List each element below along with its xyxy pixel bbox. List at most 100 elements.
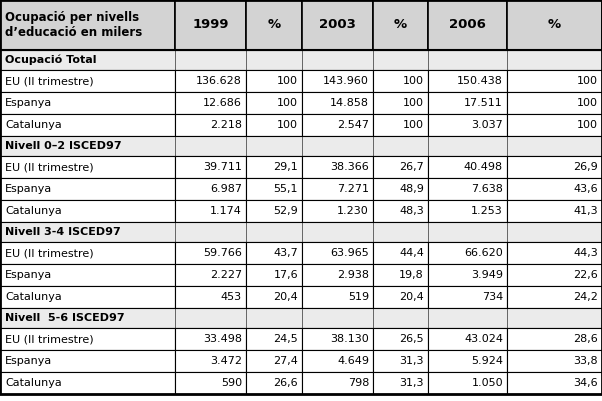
Bar [246, 0, 302, 50]
Bar [175, 264, 246, 286]
Bar [373, 328, 428, 350]
Text: 26,7: 26,7 [399, 162, 424, 172]
Text: 17,6: 17,6 [273, 270, 298, 280]
Text: EU (II trimestre): EU (II trimestre) [5, 76, 94, 86]
Bar [428, 350, 507, 372]
Text: 34,6: 34,6 [573, 378, 598, 388]
Bar [175, 350, 246, 372]
Bar [428, 242, 507, 264]
Text: 3.472: 3.472 [210, 356, 242, 366]
Bar [175, 0, 246, 50]
Text: 55,1: 55,1 [273, 184, 298, 194]
Text: Nivell 3-4 ISCED97: Nivell 3-4 ISCED97 [5, 227, 121, 237]
Text: 48,9: 48,9 [399, 184, 424, 194]
Bar [373, 350, 428, 372]
Text: 519: 519 [348, 292, 369, 302]
Text: %: % [394, 18, 407, 32]
Text: Ocupació per nivells
d’educació en milers: Ocupació per nivells d’educació en miler… [5, 11, 142, 39]
Text: 2.218: 2.218 [210, 120, 242, 130]
Text: 4.649: 4.649 [337, 356, 369, 366]
Text: 27,4: 27,4 [273, 356, 298, 366]
Text: 2.547: 2.547 [337, 120, 369, 130]
Text: 26,5: 26,5 [399, 334, 424, 344]
Text: 1.253: 1.253 [471, 206, 503, 216]
Bar [0, 92, 175, 114]
Bar [373, 286, 428, 308]
Text: 48,3: 48,3 [399, 206, 424, 216]
Bar [302, 178, 373, 200]
Bar [507, 156, 602, 178]
Bar [373, 372, 428, 394]
Bar [428, 264, 507, 286]
Bar [302, 200, 373, 222]
Bar [175, 178, 246, 200]
Text: Catalunya: Catalunya [5, 120, 62, 130]
Text: Espanya: Espanya [5, 98, 52, 108]
Bar [246, 114, 302, 136]
Bar [246, 178, 302, 200]
Bar [507, 70, 602, 92]
Bar [428, 114, 507, 136]
Bar [373, 264, 428, 286]
Bar [373, 70, 428, 92]
Bar [507, 328, 602, 350]
Text: 6.987: 6.987 [210, 184, 242, 194]
Text: 2.938: 2.938 [337, 270, 369, 280]
Bar [175, 156, 246, 178]
Bar [302, 372, 373, 394]
Bar [302, 0, 373, 50]
Text: 100: 100 [277, 98, 298, 108]
Text: Catalunya: Catalunya [5, 292, 62, 302]
Text: 66.620: 66.620 [464, 248, 503, 258]
Bar [373, 200, 428, 222]
Text: 798: 798 [347, 378, 369, 388]
Text: 100: 100 [277, 76, 298, 86]
Bar [302, 350, 373, 372]
Bar [428, 372, 507, 394]
Text: 100: 100 [277, 120, 298, 130]
Text: Ocupació Total: Ocupació Total [5, 55, 96, 65]
Bar [0, 200, 175, 222]
Bar [507, 114, 602, 136]
Text: 3.949: 3.949 [471, 270, 503, 280]
Bar [0, 136, 602, 156]
Bar [507, 286, 602, 308]
Text: 31,3: 31,3 [400, 356, 424, 366]
Text: 143.960: 143.960 [323, 76, 369, 86]
Text: 1.230: 1.230 [337, 206, 369, 216]
Text: 24,5: 24,5 [273, 334, 298, 344]
Bar [428, 0, 507, 50]
Bar [428, 92, 507, 114]
Text: 29,1: 29,1 [273, 162, 298, 172]
Text: 24,2: 24,2 [573, 292, 598, 302]
Text: EU (II trimestre): EU (II trimestre) [5, 334, 94, 344]
Bar [0, 0, 175, 50]
Bar [302, 286, 373, 308]
Text: 2.227: 2.227 [210, 270, 242, 280]
Text: Catalunya: Catalunya [5, 378, 62, 388]
Bar [246, 156, 302, 178]
Text: 52,9: 52,9 [273, 206, 298, 216]
Bar [302, 156, 373, 178]
Text: 28,6: 28,6 [573, 334, 598, 344]
Bar [373, 114, 428, 136]
Bar [175, 70, 246, 92]
Text: 39.711: 39.711 [203, 162, 242, 172]
Bar [428, 200, 507, 222]
Bar [302, 114, 373, 136]
Bar [373, 0, 428, 50]
Text: %: % [548, 18, 561, 32]
Bar [302, 92, 373, 114]
Bar [507, 264, 602, 286]
Bar [302, 328, 373, 350]
Bar [373, 156, 428, 178]
Text: 43,6: 43,6 [573, 184, 598, 194]
Bar [175, 114, 246, 136]
Bar [175, 200, 246, 222]
Bar [0, 70, 175, 92]
Bar [175, 92, 246, 114]
Bar [428, 178, 507, 200]
Bar [0, 178, 175, 200]
Bar [246, 242, 302, 264]
Text: 100: 100 [403, 76, 424, 86]
